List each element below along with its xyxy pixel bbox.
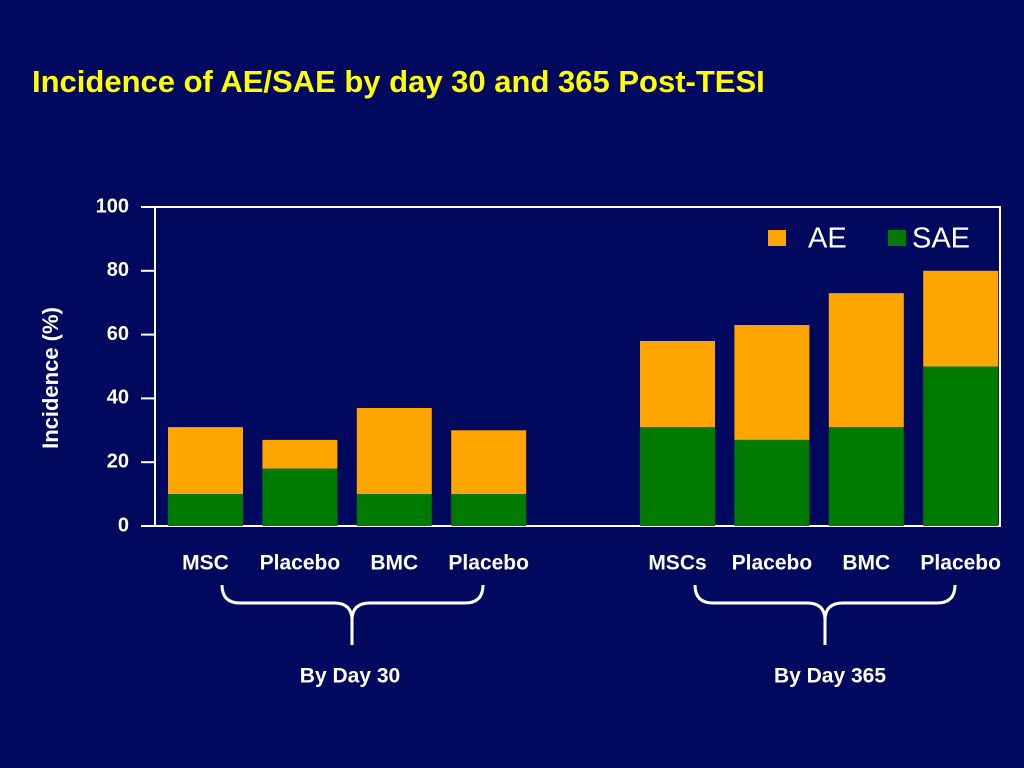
- bar-segment: [451, 494, 527, 526]
- bar-segment: [356, 407, 432, 495]
- group-brace: [220, 584, 485, 645]
- y-tick-label: 100: [96, 195, 129, 217]
- legend-label: SAE: [912, 223, 970, 255]
- x-tick-label: MSCs: [648, 552, 706, 575]
- x-tick-label: BMC: [370, 552, 418, 575]
- y-axis-label: Incidence (%): [38, 307, 63, 449]
- bar-segment: [262, 468, 338, 526]
- x-tick-label: MSC: [182, 552, 229, 575]
- plot-frame: [154, 206, 1001, 527]
- x-tick-label: Placebo: [448, 552, 529, 575]
- bar-segment: [828, 427, 904, 526]
- bar-segment: [828, 293, 904, 428]
- bar-segment: [734, 439, 810, 526]
- y-tick-label: 80: [107, 259, 129, 281]
- bar-segment: [168, 494, 243, 526]
- group-label: By Day 365: [774, 665, 886, 688]
- legend-swatch: [888, 230, 906, 246]
- bar-segment: [451, 430, 527, 495]
- x-tick-label: Placebo: [732, 552, 813, 575]
- y-tick-label: 0: [118, 514, 129, 536]
- bar-segment: [923, 366, 999, 526]
- y-tick-label: 40: [107, 387, 129, 409]
- bar-segment: [734, 325, 810, 440]
- group-brace: [693, 584, 957, 645]
- y-tick-label: 20: [107, 450, 129, 472]
- y-tick-label: 60: [107, 323, 129, 345]
- legend-swatch: [768, 230, 786, 246]
- bar-segment: [923, 270, 999, 367]
- x-tick-label: BMC: [842, 552, 890, 575]
- x-tick-label: Placebo: [920, 552, 1001, 575]
- group-label: By Day 30: [300, 665, 400, 688]
- bar-segment: [356, 494, 432, 526]
- bar-segment: [168, 427, 243, 495]
- bar-segment: [640, 427, 715, 526]
- legend-label: AE: [808, 223, 847, 255]
- x-tick-label: Placebo: [260, 552, 341, 575]
- bar-segment: [262, 439, 338, 469]
- bar-segment: [640, 340, 715, 428]
- chart-title: Incidence of AE/SAE by day 30 and 365 Po…: [32, 64, 765, 99]
